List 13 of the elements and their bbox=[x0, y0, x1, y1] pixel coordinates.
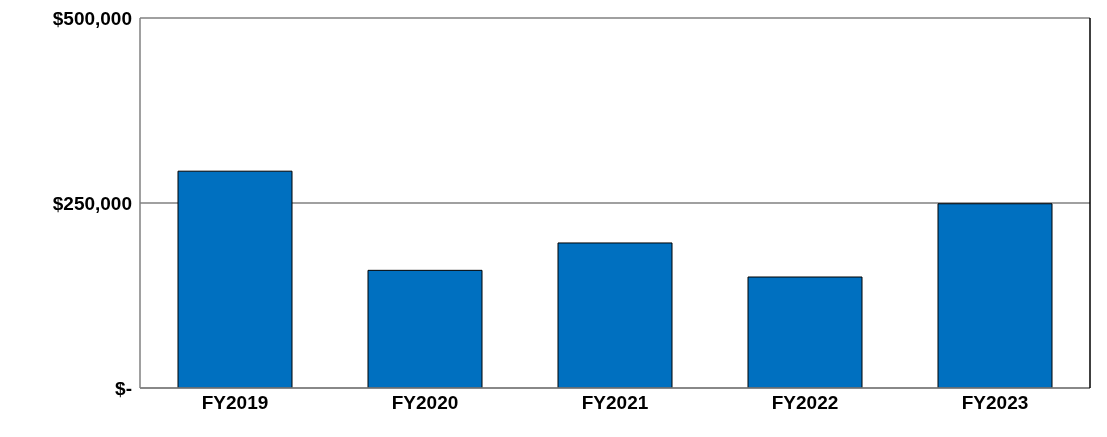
x-tick-label: FY2019 bbox=[201, 392, 269, 414]
bar bbox=[747, 276, 863, 388]
bar bbox=[557, 242, 673, 388]
y-tick-label: $500,000 bbox=[52, 7, 132, 29]
x-tick-label: FY2020 bbox=[391, 392, 459, 414]
bar bbox=[177, 170, 293, 388]
bar bbox=[937, 203, 1053, 388]
y-tick-label: $- bbox=[115, 377, 132, 399]
x-tick-label: FY2023 bbox=[961, 392, 1029, 414]
y-tick-label: $250,000 bbox=[52, 192, 132, 214]
bar bbox=[367, 269, 483, 388]
x-tick-label: FY2022 bbox=[771, 392, 839, 414]
x-tick-label: FY2021 bbox=[581, 392, 649, 414]
